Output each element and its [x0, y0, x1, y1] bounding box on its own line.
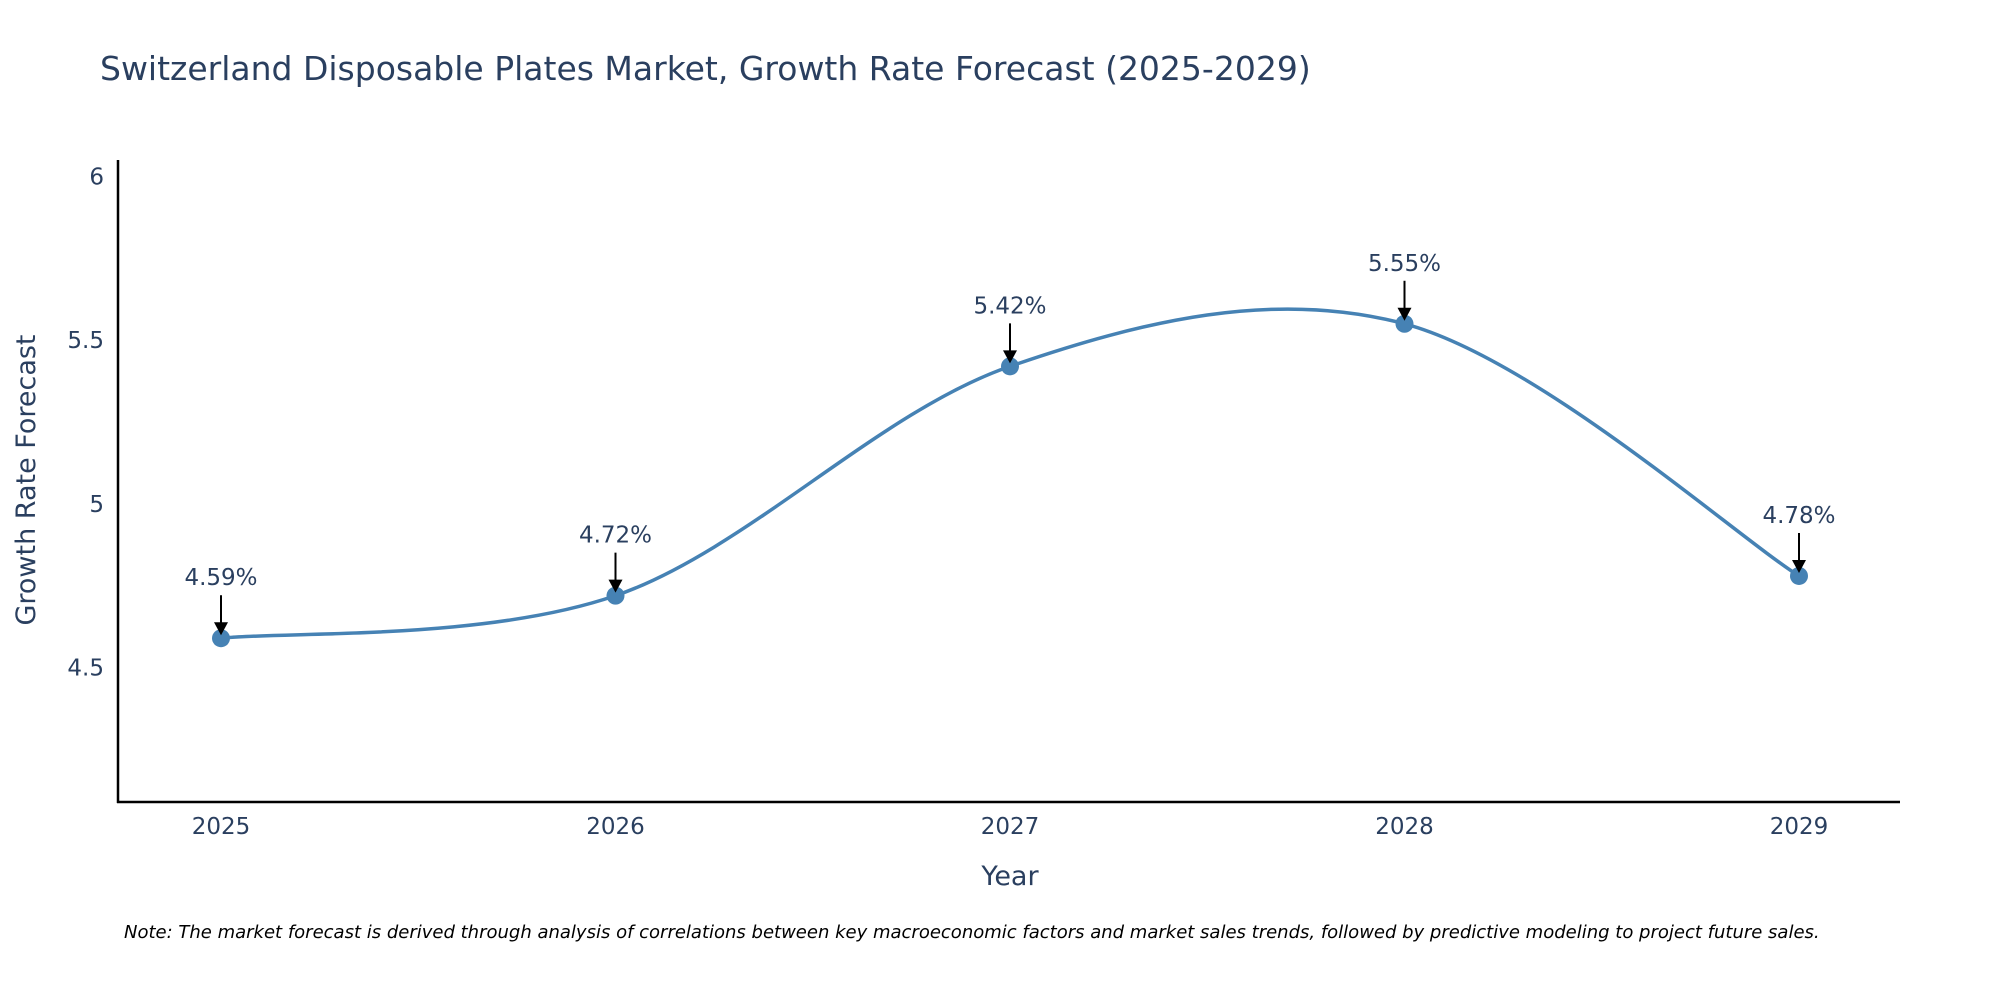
data-point: [606, 586, 625, 605]
x-axis-ticks: 2025 2026 2027 2028 2029: [192, 814, 1829, 840]
y-tick-label: 4.5: [67, 656, 104, 682]
data-label: 4.59%: [184, 565, 257, 591]
y-axis-ticks: 4.5 5 5.5 6: [67, 164, 104, 681]
x-tick-label: 2026: [586, 814, 645, 840]
annotation-arrow-head: [1003, 350, 1017, 364]
x-tick-label: 2028: [1375, 814, 1434, 840]
data-label: 5.42%: [973, 293, 1046, 319]
annotation-arrow-head: [1397, 307, 1412, 321]
data-point: [1395, 314, 1414, 333]
plot-area: 4.59% 4.72% 5.42% 5.55% 4.78%: [184, 251, 1836, 648]
y-tick-label: 5: [89, 492, 104, 518]
x-tick-label: 2025: [192, 814, 251, 840]
data-point: [1790, 566, 1808, 585]
data-label: 5.55%: [1368, 251, 1441, 277]
x-axis-title: Year: [980, 861, 1039, 892]
data-label: 4.72%: [579, 523, 652, 549]
footnote: Note: The market forecast is derived thr…: [124, 922, 1820, 943]
data-label: 4.78%: [1762, 503, 1835, 529]
annotation-arrow-head: [608, 579, 623, 593]
x-tick-label: 2027: [981, 814, 1040, 840]
x-tick-label: 2029: [1770, 814, 1829, 840]
chart-title: Switzerland Disposable Plates Market, Gr…: [100, 49, 1311, 88]
y-axis-title: Growth Rate Forecast: [11, 334, 42, 625]
annotation-arrow-head: [214, 622, 228, 636]
annotation-arrow-head: [1792, 559, 1806, 573]
y-tick-label: 5.5: [67, 328, 104, 354]
y-tick-label: 6: [89, 164, 104, 190]
data-point: [212, 629, 230, 648]
data-point: [1001, 357, 1019, 376]
